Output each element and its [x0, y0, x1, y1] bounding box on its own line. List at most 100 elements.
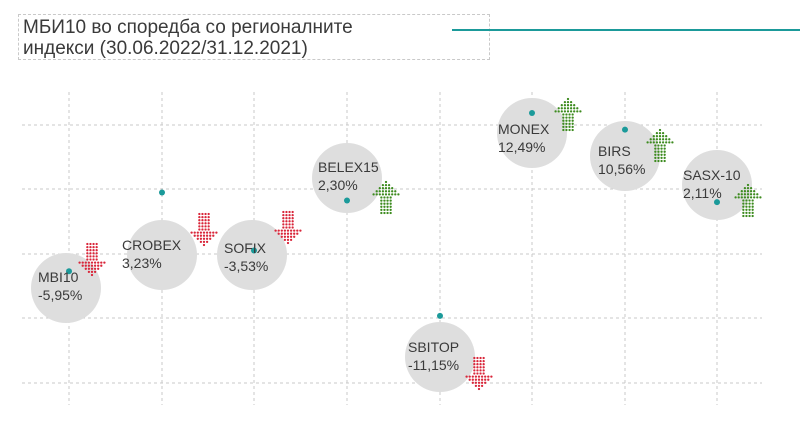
index-name-label: CROBEX [122, 237, 182, 253]
index-value-label: 12,49% [498, 139, 545, 155]
dotted-up-arrow-icon-dot [663, 159, 666, 163]
dotted-up-arrow-icon-dot [658, 128, 662, 132]
dotted-up-arrow-icon-dot [569, 104, 573, 107]
dotted-down-arrow-icon-dot [277, 229, 280, 232]
dotted-down-arrow-icon-dot [202, 234, 206, 237]
dotted-up-arrow-icon-dot [654, 144, 657, 147]
dotted-up-arrow-icon-dot [568, 116, 571, 119]
data-point-belex15 [344, 197, 350, 204]
dotted-up-arrow-icon-dot [378, 187, 381, 190]
index-value-label: -3,53% [224, 258, 268, 274]
dotted-down-arrow-icon-dot [86, 255, 89, 258]
dotted-up-arrow-icon-dot [571, 125, 574, 129]
dotted-down-arrow-icon-dot [196, 234, 199, 237]
dotted-down-arrow-icon-dot [280, 232, 283, 235]
data-point-sasx-10 [714, 199, 720, 206]
bubble-sbitop [405, 322, 475, 392]
dotted-up-arrow-icon-dot [745, 214, 748, 218]
dotted-down-arrow-icon-dot [201, 219, 204, 222]
dotted-down-arrow-icon-dot [280, 229, 283, 232]
dotted-up-arrow-icon-dot [565, 128, 568, 132]
dotted-down-arrow-icon-dot [84, 261, 87, 264]
dotted-down-arrow-icon-dot [291, 213, 294, 217]
dotted-down-arrow-icon-dot [274, 229, 277, 232]
index-value-label: 3,23% [122, 255, 162, 271]
dotted-down-arrow-icon-dot [283, 235, 287, 238]
dotted-down-arrow-icon-dot [205, 231, 209, 234]
dotted-down-arrow-icon-dot [282, 226, 285, 229]
bubble-monex [497, 98, 567, 168]
dotted-down-arrow-icon-dot [97, 261, 100, 264]
dotted-up-arrow-icon-dot [568, 122, 571, 125]
dotted-down-arrow-icon-dot [293, 235, 296, 238]
dotted-up-arrow-icon-dot [571, 119, 574, 122]
dotted-up-arrow-icon-dot [742, 199, 745, 202]
dotted-up-arrow-icon-dot [748, 199, 751, 202]
dotted-up-arrow-icon-dot [579, 110, 582, 113]
dotted-up-arrow-icon-dot [743, 196, 747, 199]
data-point-mbi10 [66, 268, 72, 275]
dotted-down-arrow-icon-dot [480, 384, 484, 388]
bubble-mbi10 [31, 253, 101, 323]
dotted-up-arrow-icon-dot [661, 138, 665, 141]
dotted-down-arrow-icon-dot [202, 237, 206, 240]
dotted-up-arrow-icon-dot [661, 135, 665, 138]
dotted-up-arrow-icon-dot [751, 205, 754, 208]
index-name-label: SBITOP [408, 339, 459, 355]
dotted-down-arrow-icon-dot [482, 363, 485, 366]
dotted-down-arrow-icon-dot [476, 366, 479, 369]
dotted-up-arrow-icon-dot [657, 156, 660, 160]
dotted-up-arrow-icon-dot [383, 208, 386, 212]
dotted-up-arrow-icon-dot [740, 196, 743, 199]
dotted-down-arrow-icon-dot [484, 381, 487, 384]
dotted-up-arrow-icon-dot [565, 116, 568, 119]
dotted-down-arrow-icon-dot [190, 231, 193, 234]
dotted-up-arrow-icon-dot [568, 125, 571, 129]
dotted-down-arrow-icon-dot [296, 229, 299, 232]
dotted-down-arrow-icon-dot [283, 238, 287, 242]
dotted-down-arrow-icon-dot [97, 264, 100, 267]
dotted-up-arrow-icon-dot [649, 141, 652, 144]
bubble-birs [590, 121, 660, 191]
dotted-down-arrow-icon-dot [482, 369, 485, 372]
dotted-down-arrow-icon-dot [473, 369, 476, 372]
dotted-up-arrow-icon-dot [654, 147, 657, 150]
dotted-up-arrow-icon-dot [652, 138, 655, 141]
dotted-down-arrow-icon-dot [285, 220, 288, 223]
dotted-down-arrow-icon-dot [288, 223, 291, 226]
dotted-up-arrow-icon-dot [563, 107, 567, 110]
dotted-down-arrow-icon-dot [477, 378, 481, 381]
dotted-down-arrow-icon-dot [293, 229, 296, 232]
dotted-down-arrow-icon-dot [291, 223, 294, 226]
dotted-down-arrow-icon-dot [471, 378, 474, 381]
dotted-down-arrow-icon-dot [97, 267, 100, 270]
dotted-down-arrow-icon-dot [282, 210, 285, 214]
dotted-up-arrow-icon-dot [753, 193, 756, 196]
dotted-down-arrow-icon-dot [198, 222, 201, 225]
dotted-up-arrow-icon-dot [663, 144, 666, 147]
dotted-up-arrow-icon-dot [383, 199, 386, 202]
dotted-up-arrow-icon-dot [389, 202, 392, 205]
dotted-down-arrow-icon-dot [207, 215, 210, 219]
dotted-down-arrow-icon-dot [86, 249, 89, 252]
dotted-up-arrow-icon-dot [562, 128, 565, 132]
index-name-label: BELEX15 [318, 159, 379, 175]
dotted-down-arrow-icon-dot [90, 261, 94, 264]
dotted-up-arrow-icon-dot [742, 211, 745, 215]
dotted-up-arrow-icon-dot [380, 211, 383, 215]
dotted-down-arrow-icon-dot [198, 212, 201, 216]
dotted-up-arrow-icon-dot [663, 153, 666, 156]
dotted-up-arrow-icon-dot [562, 122, 565, 125]
dotted-down-arrow-icon-dot [286, 241, 290, 245]
dotted-down-arrow-icon-dot [473, 372, 476, 375]
dotted-down-arrow-icon-dot [198, 225, 201, 228]
dotted-up-arrow-icon [646, 128, 674, 163]
dotted-down-arrow-icon-dot [89, 245, 92, 249]
dotted-down-arrow-icon-dot [473, 359, 476, 363]
dotted-down-arrow-icon-dot [471, 375, 474, 378]
dotted-down-arrow-icon-dot [289, 229, 293, 232]
dotted-up-arrow-icon-dot [565, 113, 568, 116]
dotted-down-arrow-icon-dot [202, 231, 206, 234]
dotted-up-arrow-icon-dot [386, 208, 389, 212]
dotted-up-arrow-icon-dot [380, 205, 383, 208]
